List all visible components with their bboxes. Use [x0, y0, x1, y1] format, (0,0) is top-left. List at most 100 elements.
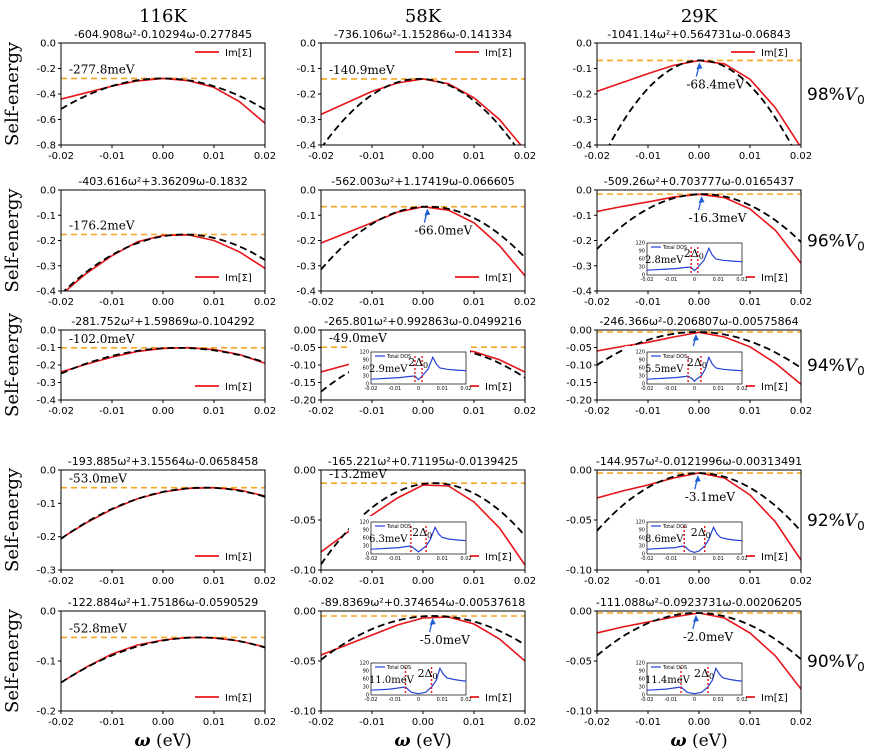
level-annotation: -102.0meV [69, 332, 135, 346]
inset-x-tick-label: -0.01 [388, 697, 401, 703]
y-tick-label: 0.00 [570, 607, 592, 618]
inset-y-tick-label: 120 [359, 520, 369, 526]
inset-x-tick-label: 0.02 [460, 697, 471, 703]
row-label: 94%V0 [807, 356, 865, 378]
row-label: 92%V0 [807, 511, 865, 533]
im-sigma-curve [597, 472, 801, 561]
x-tick-label: 0.00 [412, 406, 434, 417]
inset-y-tick-label: 30 [363, 544, 369, 550]
inset-x-tick-label: 0.02 [736, 277, 747, 283]
y-tick-label: -0.10 [290, 361, 316, 372]
inset-x-tick-label: -0.01 [388, 556, 401, 562]
level-annotation: -5.0meV [420, 633, 471, 647]
inset-x-tick-label: 0.01 [437, 386, 448, 392]
inset-x-tick-label: 0.02 [736, 556, 747, 562]
y-tick-label: -0.2 [36, 64, 56, 75]
x-axis-label: ω (eV) [394, 731, 451, 751]
dos-curve [370, 525, 467, 553]
y-tick-label: 0.0 [40, 326, 56, 337]
y-tick-label: -0.3 [572, 115, 592, 126]
im-sigma-curve [61, 486, 265, 539]
level-annotation: -66.0meV [414, 224, 472, 238]
level-annotation: -2.0meV [683, 630, 734, 644]
y-tick-label: -0.3 [36, 566, 56, 577]
x-tick-label: -0.02 [584, 151, 610, 162]
x-tick-label: 0.00 [688, 151, 710, 162]
y-tick-label: -0.4 [36, 90, 56, 101]
gap-symbol-label: 2Δ0 [684, 247, 704, 261]
inset-y-tick-label: 0 [366, 382, 369, 388]
legend-label: Im[Σ] [485, 382, 512, 393]
inset-y-tick-label: 30 [363, 374, 369, 380]
x-tick-label: 0.01 [739, 297, 761, 308]
fit-formula: -144.957ω²-0.0121996ω-0.00313491 [596, 455, 802, 468]
inset-x-tick-label: 0.02 [460, 386, 471, 392]
x-tick-label: -0.02 [48, 151, 74, 162]
x-tick-label: -0.01 [359, 151, 385, 162]
inset-x-tick-label: -0.02 [641, 277, 654, 283]
dos-inset: 0 30 60 90 120 -0.02 -0.01 0 0.01 0.02 Total DOS 5.… [625, 346, 748, 394]
column-header: 29K [681, 6, 718, 27]
y-tick-label: -0.05 [290, 343, 316, 354]
inset-x-tick-label: 0.01 [713, 556, 724, 562]
x-tick-label: -0.02 [584, 406, 610, 417]
x-tick-label: -0.01 [635, 406, 661, 417]
im-sigma-curve [321, 616, 525, 662]
x-tick-label: 0.01 [203, 297, 225, 308]
inset-frame [370, 521, 467, 555]
legend-label: Im[Σ] [761, 693, 788, 704]
fit-curve [597, 193, 801, 250]
fit-formula: -736.106ω²-1.15286ω-0.141334 [334, 28, 512, 41]
im-sigma-curve [61, 77, 265, 124]
inset-legend-label: Total DOS [662, 524, 687, 530]
x-tick-label: -0.01 [359, 576, 385, 587]
y-tick-label: -0.8 [36, 141, 56, 152]
x-tick-label: 0.01 [463, 297, 485, 308]
y-tick-label: -0.10 [566, 361, 592, 372]
y-tick-label: -0.15 [290, 378, 316, 389]
x-tick-label: 0.02 [790, 406, 812, 417]
x-tick-label: -0.01 [99, 406, 125, 417]
dos-curve [646, 525, 743, 554]
y-tick-label: -0.15 [566, 378, 592, 389]
x-tick-label: 0.00 [688, 297, 710, 308]
x-tick-label: 0.01 [203, 406, 225, 417]
inset-x-tick-label: 0.02 [736, 697, 747, 703]
inset-y-tick-label: 30 [639, 685, 645, 691]
panel: -736.106ω²-1.15286ω-0.141334 0.0 -0.1 -0.2 -… [296, 28, 536, 162]
y-tick-label: -0.1 [572, 64, 592, 75]
x-tick-label: 0.02 [790, 151, 812, 162]
column-header: 116K [139, 6, 187, 27]
y-tick-label: -0.1 [572, 211, 592, 222]
x-tick-label: 0.00 [688, 406, 710, 417]
fit-curve [61, 347, 265, 375]
y-tick-label: 0.00 [294, 326, 316, 337]
panel: -1041.14ω²+0.564731ω-0.06843 0.0 -0.1 -0.2 -… [572, 28, 812, 162]
y-tick-label: -0.2 [296, 90, 316, 101]
x-tick-label: 0.00 [688, 717, 710, 728]
inset-y-tick-label: 0 [642, 382, 645, 388]
x-tick-label: 0.02 [514, 717, 536, 728]
legend-label: Im[Σ] [225, 552, 252, 563]
x-tick-label: 0.01 [739, 151, 761, 162]
y-tick-label: -0.3 [36, 378, 56, 389]
inset-y-tick-label: 120 [635, 661, 645, 667]
level-annotation: -3.1meV [685, 490, 736, 504]
fit-formula: -246.366ω²-0.206807ω-0.00575864 [599, 315, 798, 328]
inset-y-tick-label: 120 [359, 661, 369, 667]
inset-y-tick-label: 90 [639, 669, 645, 675]
dos-curve [646, 666, 743, 695]
inset-y-tick-label: 60 [639, 677, 645, 683]
fit-formula: -89.8369ω²+0.374654ω-0.00537618 [321, 596, 525, 609]
y-tick-label: 0.00 [294, 466, 316, 477]
legend-label: Im[Σ] [225, 382, 252, 393]
inset-y-tick-label: 60 [639, 536, 645, 542]
dos-inset: 0 30 60 90 120 -0.02 -0.01 0 0.01 0.02 Total DOS 2.… [349, 346, 472, 394]
inset-y-tick-label: 90 [639, 358, 645, 364]
level-annotation: -49.0meV [329, 331, 387, 345]
fit-formula: -403.616ω²+3.36209ω-0.1832 [78, 175, 247, 188]
inset-x-tick-label: 0.01 [713, 277, 724, 283]
x-tick-label: -0.01 [359, 297, 385, 308]
y-tick-label: -0.3 [36, 261, 56, 272]
